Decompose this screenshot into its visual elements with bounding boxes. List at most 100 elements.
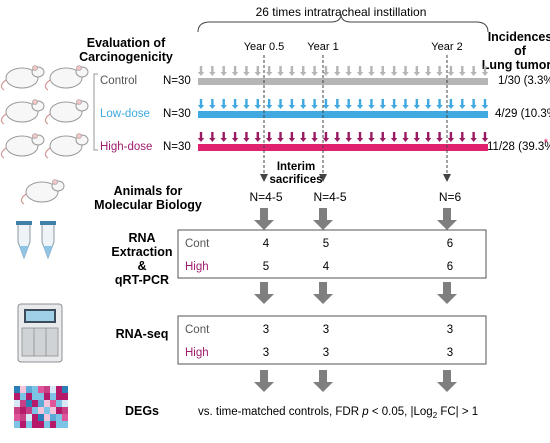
instillation-arrow [379, 66, 386, 76]
rna-extraction-table [177, 229, 487, 279]
group-label-control: Control [100, 75, 137, 87]
heatmap-cell [38, 393, 44, 400]
heatmap-cell [62, 421, 68, 428]
instillation-arrow [481, 132, 489, 142]
instillation-arrow [481, 99, 489, 109]
heatmap-cell [44, 400, 50, 407]
rna-seq-high-value: 3 [263, 347, 269, 359]
heatmap-cell [32, 386, 38, 393]
heatmap-cell [26, 386, 32, 393]
heatmap-cell [32, 407, 38, 414]
instillation-arrow [209, 66, 216, 76]
heatmap-cell [44, 393, 50, 400]
heatmap-cell [26, 393, 32, 400]
heatmap-cell [50, 386, 56, 393]
down-arrow [254, 370, 274, 392]
instillation-arrow [447, 66, 455, 76]
heatmap-cell [44, 386, 50, 393]
significance-asterisk: * [544, 137, 549, 149]
rat-icon [44, 65, 89, 91]
rna-extraction-cont-value: 6 [447, 238, 453, 250]
rna-seq-table [177, 315, 487, 365]
heatmap-cell [38, 407, 44, 414]
instillation-arrow [379, 132, 386, 142]
heatmap-cell [38, 414, 44, 421]
down-arrow [254, 282, 274, 304]
heatmap-cell [62, 407, 68, 414]
rna-seq-high-value: 3 [323, 347, 329, 359]
incidence-low: 4/29 (10.3%) [495, 108, 550, 120]
heatmap-cell [50, 393, 56, 400]
evaluation-title-line1: Evaluation of [87, 36, 166, 50]
instillation-arrow [368, 66, 375, 76]
instillation-arrow [231, 99, 239, 109]
instillation-arrow [197, 132, 205, 142]
instillation-arrow [220, 66, 227, 76]
instillation-arrow [277, 99, 284, 109]
heatmap-cell [32, 414, 38, 421]
heatmap-cell [14, 414, 20, 421]
heatmap-cell [20, 414, 26, 421]
instillation-arrow [288, 66, 296, 76]
heatmap-cell [26, 414, 32, 421]
instillation-arrow [390, 99, 398, 109]
group-label-low: Low-dose [100, 108, 150, 120]
heatmap-cell [50, 421, 56, 428]
incidence-title-line1: Incidences [488, 30, 550, 44]
instillation-arrow [379, 99, 386, 109]
instillation-label: 26 times intratracheal instillation [256, 5, 427, 19]
down-arrows-row1 [254, 208, 457, 230]
heatmap-cell [62, 393, 68, 400]
instillation-arrow [334, 99, 341, 109]
incidence-high: 11/28 (39.3%) [487, 141, 550, 153]
rna-seq-cont-value: 3 [323, 324, 329, 336]
group-label-high: High-dose [100, 141, 152, 153]
down-arrow [313, 282, 333, 304]
treatment-bar-low [198, 111, 488, 118]
heatmap-cell [50, 414, 56, 421]
rna-seq-high-label: High [185, 347, 209, 359]
instillation-arrow [311, 99, 318, 109]
rat-icon-group-control [0, 65, 89, 91]
instillation-arrow [300, 99, 307, 109]
rat-icon [44, 99, 89, 125]
instillation-arrow [459, 66, 466, 76]
heatmap-cell [32, 393, 38, 400]
instillation-arrow [390, 66, 398, 76]
rna-extraction-cont-value: 5 [323, 238, 329, 250]
instillation-arrow [197, 99, 205, 109]
rat-icon [44, 133, 89, 159]
instillation-arrow [436, 66, 443, 76]
heatmap-cell [38, 386, 44, 393]
heatmap-cell [44, 407, 50, 414]
instillation-arrow [322, 99, 330, 109]
instillation-arrow [447, 99, 455, 109]
rna-seq-cont-label: Cont [185, 324, 210, 336]
instillation-arrow [356, 132, 364, 142]
heatmap-cell [38, 400, 44, 407]
instillation-arrow [334, 66, 341, 76]
rna-extraction-high-value: 5 [263, 261, 269, 273]
year-0.5-label: Year 0.5 [244, 41, 285, 53]
rat-icon [0, 133, 45, 159]
instillation-arrow [459, 99, 466, 109]
rna-extraction-cont-value: 4 [263, 238, 270, 250]
instillation-arrow [470, 132, 477, 142]
molecular-title-line1: Animals for [114, 184, 183, 198]
instillation-arrow [254, 132, 261, 142]
instillation-brace [197, 13, 489, 33]
heatmap-cell [56, 421, 62, 428]
group-bracket [93, 73, 98, 151]
sequencer-icon [17, 303, 63, 363]
rna-seq-cont-value: 3 [263, 324, 269, 336]
instillation-arrow [311, 132, 318, 142]
instillation-arrow [209, 99, 216, 109]
rna-extraction-high-label: High [185, 261, 209, 273]
instillation-arrow [322, 132, 330, 142]
instillation-arrow [368, 99, 375, 109]
heatmap-cell [62, 386, 68, 393]
instillation-arrow [356, 99, 364, 109]
instillation-arrow [265, 66, 273, 76]
instillation-arrow [243, 66, 250, 76]
group-n-high: N=30 [163, 141, 191, 153]
